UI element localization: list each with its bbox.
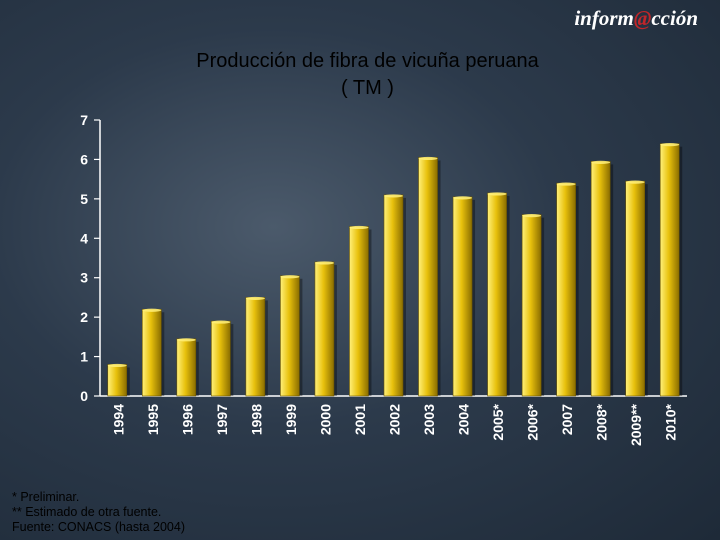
bar (418, 157, 438, 397)
x-tick-label: 1994 (110, 404, 126, 435)
bar (349, 226, 369, 397)
x-tick-label: 2008* (594, 403, 610, 440)
brand-logo: inform@cción (574, 6, 698, 31)
x-tick-label: 2001 (352, 404, 368, 435)
x-tick-label: 2005* (490, 403, 506, 440)
x-tick-label: 2000 (317, 404, 333, 435)
bar (521, 214, 542, 397)
bar-top (522, 214, 542, 218)
y-tick-label: 6 (80, 151, 88, 167)
footnotes: * Preliminar. ** Estimado de otra fuente… (12, 490, 185, 535)
footnote-fuente: Fuente: CONACS (hasta 2004) (12, 520, 185, 534)
x-tick-label: 2007 (559, 404, 575, 435)
bar (625, 180, 646, 397)
bar-top (453, 196, 473, 200)
bar-top (487, 192, 507, 196)
x-tick-label: 2003 (421, 404, 437, 435)
bar-top (591, 160, 611, 164)
chart-title-block: Producción de fibra de vicuña peruana ( … (0, 48, 720, 102)
bar (383, 194, 404, 397)
bar-top (660, 143, 680, 147)
brand-suffix: cción (651, 6, 698, 30)
y-tick-label: 7 (80, 112, 88, 128)
footnote-preliminar: * Preliminar. (12, 490, 80, 504)
bar-top (384, 194, 403, 198)
bar (141, 308, 162, 397)
y-tick-label: 3 (80, 270, 88, 286)
brand-prefix: inform (574, 6, 634, 30)
y-tick-label: 2 (80, 309, 88, 325)
bar (487, 192, 507, 397)
bar-top (418, 156, 438, 161)
x-tick-label: 2009** (628, 403, 644, 446)
y-tick-label: 5 (80, 191, 88, 207)
bar (107, 364, 128, 397)
bar-top (142, 308, 162, 312)
bar-top (211, 320, 231, 324)
bar-top (245, 296, 265, 301)
x-tick-label: 2004 (456, 404, 472, 435)
bar-top (349, 225, 369, 230)
chart-bars (107, 143, 683, 397)
bar-top (314, 261, 334, 265)
bar-top (176, 338, 196, 342)
brand-at: @ (633, 6, 652, 30)
bar-top (556, 182, 576, 186)
bar (176, 338, 197, 397)
footnote-estimado: ** Estimado de otra fuente. (12, 505, 162, 519)
x-tick-label: 1998 (248, 404, 264, 435)
x-tick-label: 1999 (283, 404, 299, 435)
bar-top (625, 180, 645, 184)
bar (452, 196, 473, 397)
bar (280, 275, 300, 397)
x-tick-label: 1997 (214, 404, 230, 435)
x-tick-label: 1996 (179, 404, 195, 435)
x-tick-label: 2002 (387, 404, 403, 435)
bar (245, 297, 266, 397)
chart-title: Producción de fibra de vicuña peruana (196, 50, 539, 72)
chart-subtitle: ( TM ) (341, 77, 394, 99)
bar-top (107, 363, 127, 368)
bar (314, 261, 335, 397)
y-tick-label: 4 (80, 230, 88, 246)
bar (590, 161, 611, 397)
y-tick-label: 0 (80, 388, 88, 404)
bar-top (280, 275, 300, 279)
bar (556, 182, 576, 397)
x-tick-label: 1995 (145, 404, 161, 435)
bar (659, 143, 680, 397)
chart-labels: 0 1 2 3 4 5 6 7 1994 1995 1996 1997 1998 1999 2000 2001… (80, 112, 679, 446)
bar (211, 320, 231, 397)
y-tick-label: 1 (80, 349, 88, 365)
x-tick-label: 2010* (663, 403, 679, 440)
x-tick-label: 2006* (525, 403, 541, 440)
